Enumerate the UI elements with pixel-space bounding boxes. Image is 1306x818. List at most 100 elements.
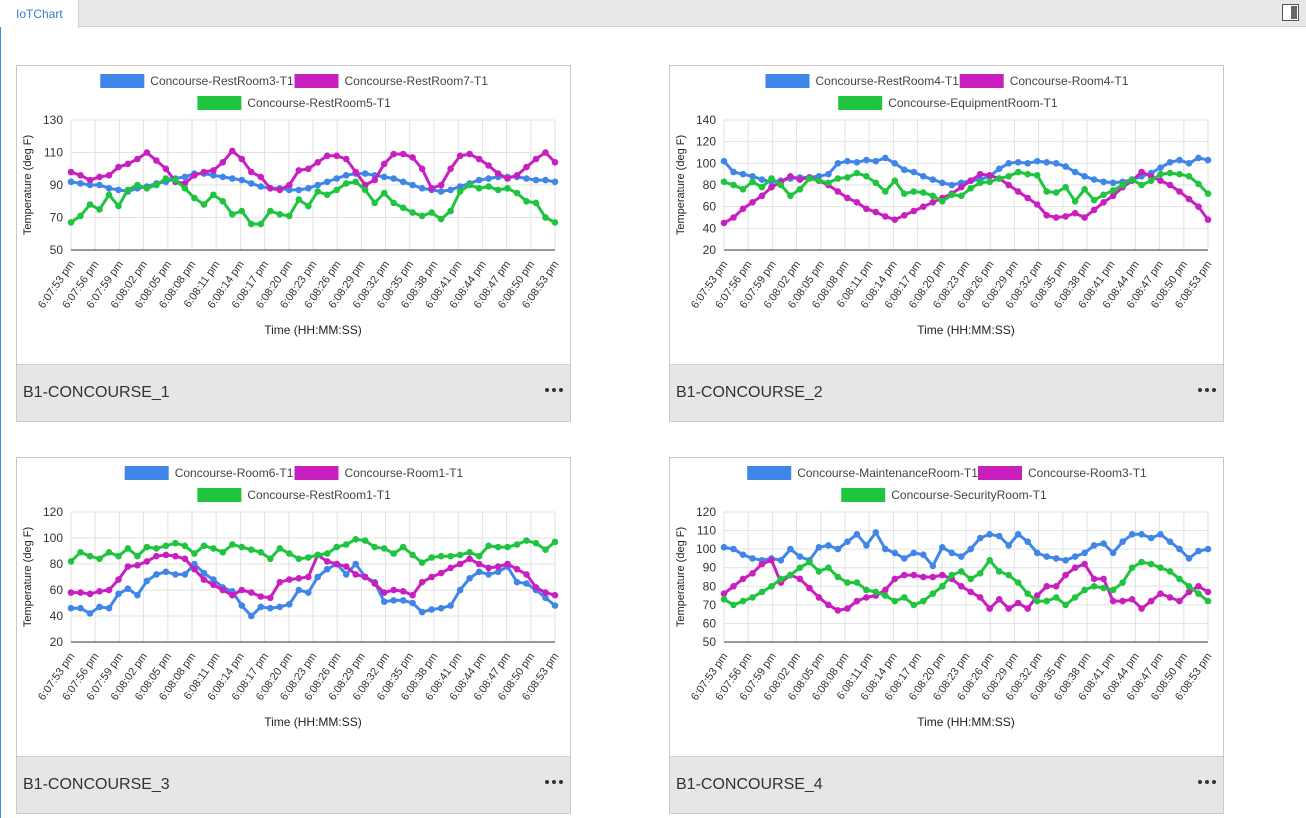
data-point xyxy=(882,188,889,195)
data-point xyxy=(1052,214,1060,221)
data-point xyxy=(134,552,141,560)
data-point xyxy=(105,185,113,192)
data-point xyxy=(796,553,804,560)
data-point xyxy=(1033,201,1041,208)
data-point xyxy=(1081,560,1088,568)
data-point xyxy=(323,565,331,573)
data-point xyxy=(1128,176,1136,183)
data-point xyxy=(532,176,540,184)
data-point xyxy=(967,177,974,184)
data-point xyxy=(1157,590,1164,597)
data-point xyxy=(352,168,360,176)
data-point xyxy=(286,576,293,583)
data-point xyxy=(67,589,75,596)
card-title: B1-CONCOURSE_4 xyxy=(676,776,823,793)
y-tick-label: 80 xyxy=(703,579,717,593)
data-point xyxy=(115,163,122,171)
series-line xyxy=(722,558,1210,607)
line-chart: Concourse-RestRoom4-T1 Concourse-Room4-T1… xyxy=(675,74,1214,337)
data-point xyxy=(768,183,775,191)
data-point xyxy=(390,150,398,158)
data-point xyxy=(1185,583,1193,590)
tab-iotchart[interactable]: IoTChart xyxy=(0,0,79,28)
card-title: B1-CONCOURSE_2 xyxy=(676,384,823,401)
data-point xyxy=(115,202,122,210)
data-point xyxy=(891,160,899,167)
data-point xyxy=(891,177,899,184)
data-point xyxy=(333,560,341,568)
data-point xyxy=(162,542,170,550)
data-point xyxy=(257,220,265,228)
data-point xyxy=(1014,159,1022,166)
data-point xyxy=(863,156,870,164)
legend-label: Concourse-Room3-T1 xyxy=(1028,466,1147,480)
data-point xyxy=(542,214,549,221)
data-point xyxy=(853,169,861,177)
more-options-icon[interactable] xyxy=(1195,378,1219,402)
data-point xyxy=(210,167,217,174)
data-point xyxy=(891,597,899,605)
y-tick-label: 70 xyxy=(703,598,717,612)
data-point xyxy=(986,531,993,538)
line-chart: Concourse-MaintenanceRoom-T1 Concourse-Ro… xyxy=(675,466,1214,729)
data-point xyxy=(210,191,217,199)
data-point xyxy=(428,185,435,192)
data-point xyxy=(1005,160,1012,167)
data-point xyxy=(1090,176,1098,183)
data-point xyxy=(939,544,946,551)
data-point xyxy=(551,178,559,186)
data-point xyxy=(1157,564,1164,571)
data-point xyxy=(863,586,870,594)
data-point xyxy=(447,165,454,173)
data-point xyxy=(305,554,312,561)
more-options-icon[interactable] xyxy=(542,378,566,402)
data-point xyxy=(1062,601,1069,609)
data-point xyxy=(834,545,842,553)
legend-swatch xyxy=(197,488,242,502)
data-point xyxy=(1024,160,1031,167)
data-point xyxy=(181,571,189,578)
data-point xyxy=(730,583,737,590)
data-point xyxy=(1033,592,1041,599)
data-point xyxy=(920,597,927,605)
data-point xyxy=(1119,597,1126,605)
y-tick-label: 90 xyxy=(50,178,64,192)
data-point xyxy=(1157,177,1164,184)
card-title: B1-CONCOURSE_3 xyxy=(23,776,170,793)
data-point xyxy=(323,550,331,557)
y-tick-label: 40 xyxy=(703,221,717,235)
data-point xyxy=(1176,597,1183,605)
data-point xyxy=(67,604,75,612)
data-point xyxy=(844,174,851,181)
data-point xyxy=(948,549,956,557)
data-point xyxy=(863,205,870,213)
data-point xyxy=(267,604,274,612)
line-chart: Concourse-RestRoom3-T1 Concourse-RestRoom… xyxy=(22,74,561,337)
data-point xyxy=(456,152,464,160)
y-tick-label: 110 xyxy=(44,146,63,160)
maximize-icon[interactable] xyxy=(1282,4,1299,21)
data-point xyxy=(67,558,75,565)
data-point xyxy=(1195,180,1202,188)
series-line xyxy=(69,172,557,193)
data-point xyxy=(1195,547,1202,555)
data-point xyxy=(1128,564,1136,571)
more-options-icon[interactable] xyxy=(542,770,566,794)
data-point xyxy=(853,159,861,166)
data-point xyxy=(1195,590,1202,597)
data-point xyxy=(466,150,473,158)
data-point xyxy=(863,542,870,549)
data-point xyxy=(1043,553,1050,560)
data-point xyxy=(806,584,813,592)
data-point xyxy=(1071,553,1079,560)
legend-label: Concourse-RestRoom4-T1 xyxy=(816,74,960,88)
more-options-icon[interactable] xyxy=(1195,770,1219,794)
data-point xyxy=(758,560,766,568)
data-point xyxy=(77,212,84,220)
data-point xyxy=(229,147,236,155)
data-point xyxy=(418,165,426,173)
data-point xyxy=(314,573,322,581)
data-point xyxy=(352,560,360,568)
data-point xyxy=(749,555,756,562)
data-point xyxy=(162,568,170,576)
